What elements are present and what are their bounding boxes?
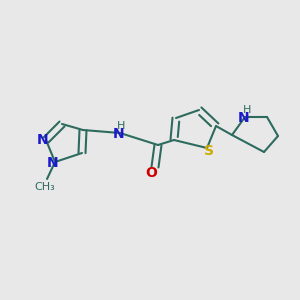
Text: N: N <box>238 111 250 125</box>
Text: CH₃: CH₃ <box>34 182 56 192</box>
Text: H: H <box>117 121 125 131</box>
Text: N: N <box>37 133 49 147</box>
Text: H: H <box>243 105 251 115</box>
Text: O: O <box>145 166 157 180</box>
Text: S: S <box>204 144 214 158</box>
Text: N: N <box>47 156 59 170</box>
Text: N: N <box>113 127 125 141</box>
